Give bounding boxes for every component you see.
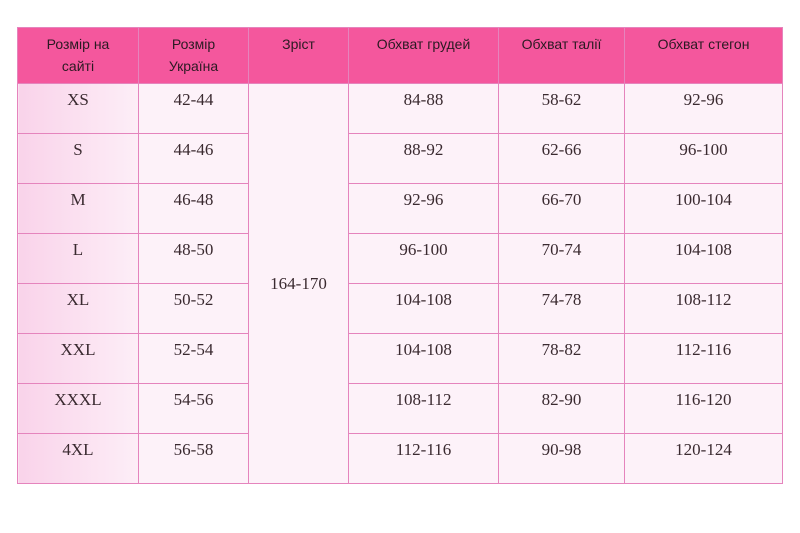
table-row: S 44-46 88-92 62-66 96-100 xyxy=(17,133,783,184)
cell-hips: 96-100 xyxy=(624,133,783,184)
cell-hips: 120-124 xyxy=(624,433,783,484)
table-row: XXXL 54-56 108-112 82-90 116-120 xyxy=(17,383,783,434)
cell-waist: 78-82 xyxy=(498,333,625,384)
cell-waist: 58-62 xyxy=(498,83,625,134)
cell-ukraine-size: 56-58 xyxy=(138,433,249,484)
table-row: 4XL 56-58 112-116 90-98 120-124 xyxy=(17,433,783,484)
cell-waist: 82-90 xyxy=(498,383,625,434)
cell-hips: 116-120 xyxy=(624,383,783,434)
header-site-size: Розмір на сайті xyxy=(17,27,139,84)
cell-hips: 92-96 xyxy=(624,83,783,134)
cell-site-size: S xyxy=(17,133,139,184)
cell-waist: 66-70 xyxy=(498,183,625,234)
cell-bust: 88-92 xyxy=(348,133,499,184)
cell-hips: 112-116 xyxy=(624,333,783,384)
cell-waist: 62-66 xyxy=(498,133,625,184)
cell-ukraine-size: 48-50 xyxy=(138,233,249,284)
header-row: Розмір на сайті Розмір Україна Зріст Обх… xyxy=(17,27,783,84)
cell-bust: 112-116 xyxy=(348,433,499,484)
header-waist: Обхват талії xyxy=(498,27,625,84)
cell-site-size: XXXL xyxy=(17,383,139,434)
cell-ukraine-size: 46-48 xyxy=(138,183,249,234)
cell-bust: 84-88 xyxy=(348,83,499,134)
cell-hips: 100-104 xyxy=(624,183,783,234)
cell-ukraine-size: 42-44 xyxy=(138,83,249,134)
cell-site-size: 4XL xyxy=(17,433,139,484)
table-row: XL 50-52 104-108 74-78 108-112 xyxy=(17,283,783,334)
cell-ukraine-size: 50-52 xyxy=(138,283,249,334)
header-bust: Обхват грудей xyxy=(348,27,499,84)
cell-site-size: L xyxy=(17,233,139,284)
cell-waist: 70-74 xyxy=(498,233,625,284)
size-chart-table: Розмір на сайті Розмір Україна Зріст Обх… xyxy=(17,27,783,484)
cell-waist: 90-98 xyxy=(498,433,625,484)
cell-hips: 104-108 xyxy=(624,233,783,284)
table-row: XXL 52-54 104-108 78-82 112-116 xyxy=(17,333,783,384)
cell-hips: 108-112 xyxy=(624,283,783,334)
header-ukraine-size: Розмір Україна xyxy=(138,27,249,84)
cell-site-size: XL xyxy=(17,283,139,334)
cell-bust: 96-100 xyxy=(348,233,499,284)
table-row: L 48-50 96-100 70-74 104-108 xyxy=(17,233,783,284)
cell-site-size: XXL xyxy=(17,333,139,384)
cell-site-size: XS xyxy=(17,83,139,134)
cell-bust: 92-96 xyxy=(348,183,499,234)
cell-ukraine-size: 54-56 xyxy=(138,383,249,434)
cell-bust: 108-112 xyxy=(348,383,499,434)
header-height: Зріст xyxy=(248,27,349,84)
cell-bust: 104-108 xyxy=(348,333,499,384)
header-hips: Обхват стегон xyxy=(624,27,783,84)
table-row: XS 42-44 164-170 84-88 58-62 92-96 xyxy=(17,83,783,484)
cell-height: 164-170 xyxy=(248,83,349,484)
cell-waist: 74-78 xyxy=(498,283,625,334)
cell-site-size: M xyxy=(17,183,139,234)
cell-ukraine-size: 52-54 xyxy=(138,333,249,384)
cell-ukraine-size: 44-46 xyxy=(138,133,249,184)
table-row: M 46-48 92-96 66-70 100-104 xyxy=(17,183,783,234)
cell-bust: 104-108 xyxy=(348,283,499,334)
